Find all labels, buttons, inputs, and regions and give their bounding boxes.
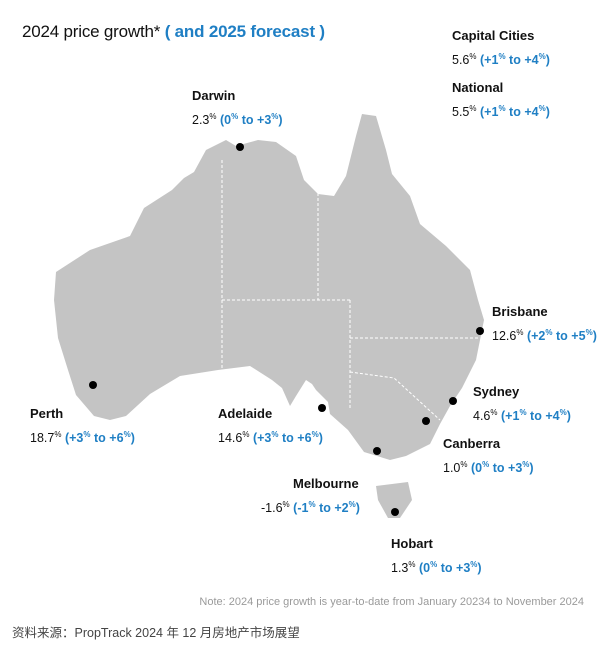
city-name: Melbourne [293,476,359,491]
summary-national: National 5.5% (+1% to +4%) [452,80,550,121]
footnote: Note: 2024 price growth is year-to-date … [199,596,584,608]
city-marker-melbourne [373,447,381,455]
city-sydney: Sydney 4.6% (+1% to +4%) [473,384,571,425]
forecast-range: (0% to +3%) [471,460,534,476]
unit: % [469,104,477,113]
growth-value: 18.7 [30,431,55,446]
city-marker-sydney [449,397,457,405]
forecast-range: (+1% to +4%) [480,104,550,120]
growth-value: 5.6 [452,53,470,68]
city-darwin: Darwin 2.3% (0% to +3%) [192,88,283,129]
city-values: 12.6% (+2% to +5%) [492,324,597,345]
city-marker-canberra [422,417,430,425]
city-name: Perth [30,406,64,421]
city-values: 1.3% (0% to +3%) [391,556,482,577]
unit: % [282,500,290,509]
forecast-range: (+1% to +4%) [501,408,571,424]
city-canberra: Canberra 1.0% (0% to +3%) [443,436,534,477]
city-values: 18.7% (+3% to +6%) [30,426,135,447]
unit: % [490,408,498,417]
forecast-range: (0% to +3%) [419,560,482,576]
city-brisbane: Brisbane 12.6% (+2% to +5%) [492,304,597,345]
city-values: 4.6% (+1% to +4%) [473,404,571,425]
growth-value: 1.3 [391,561,409,576]
city-values: 14.6% (+3% to +6%) [218,426,323,447]
growth-value: 5.5 [452,105,470,120]
city-adelaide: Adelaide 14.6% (+3% to +6%) [218,406,323,447]
forecast-range: (+3% to +6%) [252,430,323,446]
city-perth: Perth 18.7% (+3% to +6%) [30,406,135,447]
growth-value: 12.6 [492,329,517,344]
city-name: Canberra [443,436,501,451]
unit: % [209,112,217,121]
city-name: Adelaide [218,406,273,421]
city-hobart: Hobart 1.3% (0% to +3%) [391,536,482,577]
unit: % [516,328,524,337]
city-values: -1.6% (-1% to +2%) [261,496,360,517]
city-marker-adelaide [318,404,326,412]
unit: % [469,52,477,61]
city-markers [89,143,484,516]
summary-label: National [452,80,504,95]
title-forecast: ( and 2025 forecast ) [164,22,325,41]
summary-values: 5.6% (+1% to +4%) [452,48,550,69]
forecast-range: (-1% to +2%) [293,500,360,516]
unit: % [460,460,468,469]
summary-values: 5.5% (+1% to +4%) [452,100,550,121]
city-marker-hobart [391,508,399,516]
city-name: Hobart [391,536,433,551]
chart-title: 2024 price growth* ( and 2025 forecast ) [22,22,325,42]
growth-value: 14.6 [218,431,243,446]
source-caption: 资料来源：PropTrack 2024 年 12 月房地产市场展望 [12,626,300,640]
city-marker-darwin [236,143,244,151]
city-values: 2.3% (0% to +3%) [192,108,283,129]
tasmania [376,482,412,518]
city-name: Brisbane [492,304,548,319]
mainland-australia [54,114,484,460]
city-name: Sydney [473,384,520,399]
summary-capital-cities: Capital Cities 5.6% (+1% to +4%) [452,28,550,69]
forecast-range: (+2% to +5%) [526,328,597,344]
growth-value: 2.3 [192,113,210,128]
forecast-range: (+1% to +4%) [480,52,550,68]
unit: % [408,560,416,569]
growth-value: 4.6 [473,409,491,424]
city-marker-perth [89,381,97,389]
city-melbourne: Melbourne -1.6% (-1% to +2%) [261,476,360,517]
forecast-range: (0% to +3%) [220,112,283,128]
summary-label: Capital Cities [452,28,535,43]
state-borders [221,160,478,421]
city-marker-brisbane [476,327,484,335]
city-name: Darwin [192,88,236,103]
unit: % [54,430,62,439]
forecast-range: (+3% to +6%) [64,430,135,446]
city-values: 1.0% (0% to +3%) [443,456,534,477]
unit: % [242,430,250,439]
growth-value: -1.6 [261,501,283,516]
title-main: 2024 price growth* [22,22,161,41]
growth-value: 1.0 [443,461,461,476]
